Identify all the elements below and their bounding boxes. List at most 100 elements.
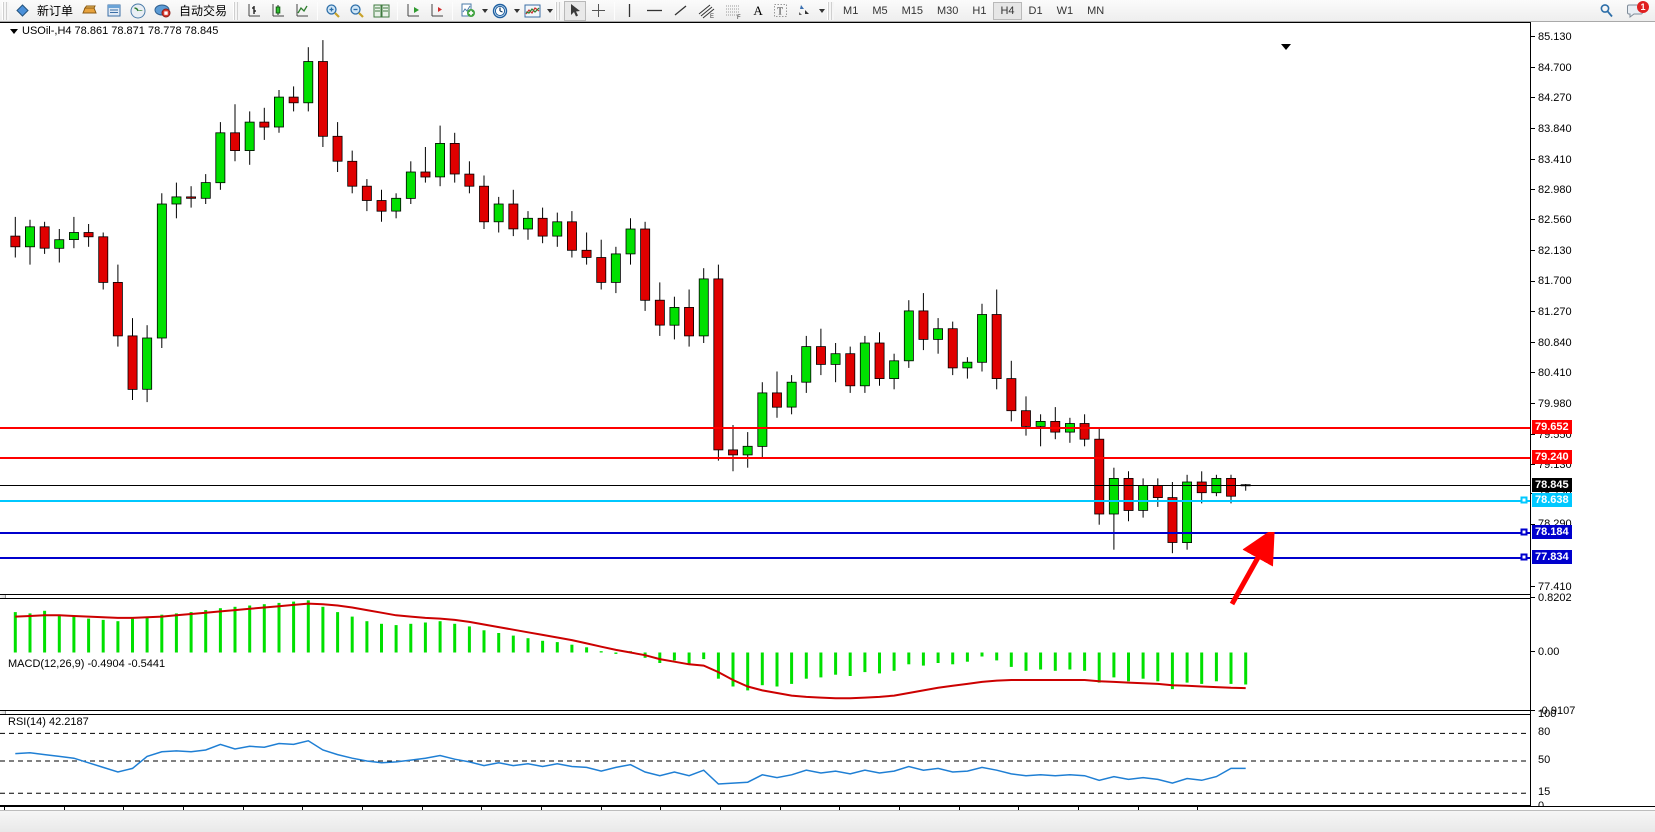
price-level-tag-entry[interactable]: 78.638: [1532, 492, 1572, 507]
period-clock-icon[interactable]: [488, 1, 512, 21]
toolbar-separator: [317, 1, 319, 20]
toolbar-grip[interactable]: [2, 1, 9, 20]
candlestick-chart-icon[interactable]: [266, 1, 290, 21]
text-label-icon[interactable]: A: [753, 2, 763, 18]
price-tick: 79.980: [1531, 398, 1572, 410]
macd-label: MACD(12,26,9) -0.4904 -0.5441: [8, 658, 166, 670]
macd-panel[interactable]: [0, 598, 1530, 711]
svg-text:E: E: [710, 14, 714, 19]
indicators-icon[interactable]: [520, 1, 545, 21]
timeframe-mn[interactable]: MN: [1087, 4, 1105, 17]
price-tick-label: 84.270: [1538, 92, 1572, 105]
toolbar-grip-2[interactable]: [233, 1, 241, 20]
price-tick-label: 81.700: [1538, 275, 1572, 288]
price-tick-label: 84.700: [1538, 61, 1572, 74]
rsi-tick-label: 50: [1538, 754, 1551, 766]
gold-bar-icon[interactable]: [77, 1, 102, 21]
chart-header-text: USOil-,H4 78.861 78.871 78.778 78.845: [22, 25, 219, 37]
time-tick: [839, 807, 841, 811]
time-tick: [123, 807, 125, 811]
auto-trading-label[interactable]: 自动交易: [179, 4, 228, 18]
timeframe-m30[interactable]: M30: [937, 4, 959, 17]
price-tick-label: 83.410: [1538, 153, 1572, 166]
shapes-icon[interactable]: [792, 1, 817, 21]
trendline-icon[interactable]: [668, 1, 693, 21]
time-tick: [958, 807, 960, 811]
price-tick-label: 85.130: [1538, 30, 1572, 43]
price-scale[interactable]: 85.130 84.700 84.270 83.840 83.410 82.980 82.5…: [1530, 22, 1655, 812]
timeframe-h1[interactable]: H1: [972, 4, 987, 17]
price-chart-canvas[interactable]: [0, 23, 1530, 596]
rsi-tick-label: 80: [1538, 726, 1551, 739]
search-icon[interactable]: [1595, 1, 1619, 21]
price-level-tag-last-price[interactable]: 78.845: [1532, 477, 1572, 492]
price-tick: 81.700: [1531, 275, 1572, 287]
up-arrow-annotation[interactable]: [1215, 532, 1285, 612]
macd-canvas[interactable]: [0, 599, 1530, 712]
tile-windows-icon[interactable]: [369, 1, 394, 21]
timeframe-m1[interactable]: M1: [843, 4, 859, 17]
text-icon[interactable]: T: [769, 1, 792, 21]
signals-icon[interactable]: [126, 1, 150, 21]
equidistant-channel-icon[interactable]: E: [693, 1, 720, 21]
time-tick: [421, 807, 423, 811]
chevron-down-icon-2[interactable]: [514, 8, 521, 13]
price-tick-label: 80.410: [1538, 367, 1572, 380]
cursor-icon[interactable]: [564, 0, 587, 21]
chevron-down-icon-3[interactable]: [547, 8, 554, 13]
price-tick-label: 79.980: [1538, 398, 1572, 410]
auto-trading-icon[interactable]: [150, 1, 175, 21]
new-chart-icon[interactable]: [456, 1, 480, 21]
time-tick: [362, 807, 363, 811]
price-level-tag-target[interactable]: 77.834: [1532, 549, 1572, 564]
line-chart-icon[interactable]: [290, 1, 314, 21]
fibonacci-icon[interactable]: F: [720, 1, 747, 21]
time-tick: [779, 807, 781, 811]
price-tick: 84.270: [1531, 92, 1572, 104]
price-tick: 80.410: [1531, 367, 1572, 379]
new-order-button[interactable]: [11, 1, 33, 21]
status-bar: [0, 810, 1655, 832]
chart-menu-caret-icon[interactable]: [10, 28, 18, 34]
chat-icon[interactable]: 1: [1623, 0, 1649, 21]
price-tick: 82.980: [1531, 184, 1572, 196]
chevron-down-icon-4[interactable]: [819, 8, 826, 13]
new-order-label[interactable]: 新订单: [37, 4, 74, 18]
horizontal-line-icon[interactable]: [641, 1, 668, 21]
time-tick: [660, 807, 662, 811]
rsi-tick: 50: [1531, 754, 1550, 766]
time-tick: [1197, 807, 1199, 811]
price-tick: 82.130: [1531, 245, 1572, 257]
price-tick: 83.840: [1531, 123, 1572, 135]
timeframe-w1[interactable]: W1: [1056, 4, 1074, 17]
vertical-line-icon[interactable]: [618, 1, 641, 21]
timeframe-m5[interactable]: M5: [872, 4, 888, 17]
rsi-canvas[interactable]: [0, 715, 1530, 807]
price-level-tag-resistance[interactable]: 79.652: [1532, 420, 1572, 435]
timeframe-h4[interactable]: H4: [993, 1, 1022, 20]
chart-workspace[interactable]: USOil-,H4 78.861 78.871 78.778 78.845 MA…: [0, 22, 1655, 832]
toolbar-grip-4[interactable]: [827, 1, 835, 20]
timeframe-m15[interactable]: M15: [901, 4, 923, 17]
toolbar-separator-2: [397, 1, 399, 20]
chevron-down-icon[interactable]: [482, 8, 489, 13]
crosshair-icon[interactable]: [586, 1, 611, 21]
timeframe-d1[interactable]: D1: [1028, 4, 1043, 17]
data-window-icon[interactable]: [425, 1, 449, 21]
chart-header: USOil-,H4 78.861 78.871 78.778 78.845: [10, 25, 218, 37]
toolbar-grip-3[interactable]: [555, 1, 563, 20]
toolbar-separator-3: [452, 1, 454, 20]
rsi-panel[interactable]: [0, 714, 1530, 806]
terminal-window-icon[interactable]: [102, 1, 126, 21]
svg-text:F: F: [737, 15, 741, 19]
price-level-tag-resistance[interactable]: 79.240: [1532, 449, 1572, 464]
macd-tick: 0.8202: [1531, 592, 1572, 604]
chart-shift-icon[interactable]: [401, 1, 425, 21]
zoom-out-icon[interactable]: [345, 1, 369, 21]
price-level-tag-target[interactable]: 78.184: [1532, 524, 1572, 539]
bar-chart-icon[interactable]: [242, 1, 266, 21]
zoom-in-icon[interactable]: [321, 1, 345, 21]
macd-tick-label: 0.8202: [1538, 592, 1572, 604]
time-tick: [242, 807, 244, 811]
price-panel[interactable]: [0, 22, 1530, 595]
